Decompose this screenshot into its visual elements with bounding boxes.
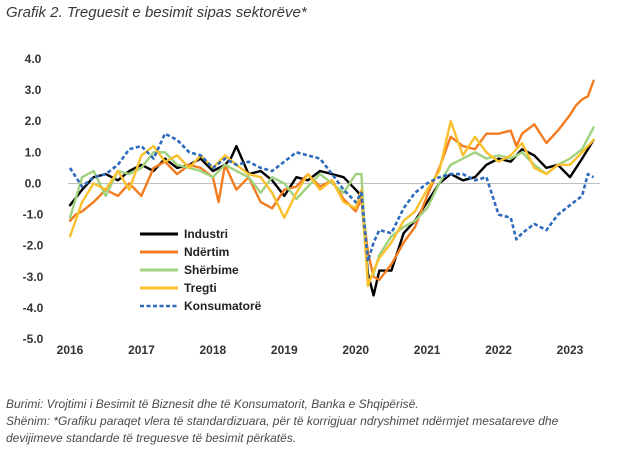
legend-label: Ndërtim bbox=[184, 245, 229, 259]
y-tick-label: -1.0 bbox=[23, 208, 44, 222]
legend-label: Tregti bbox=[184, 281, 217, 295]
y-tick-label: -2.0 bbox=[23, 239, 44, 253]
line-chart: 4.0 3.0 2.0 1.0 0.0 -1.0 -2.0 -3.0 -4.0 -5.0 2016 2… bbox=[23, 52, 600, 357]
series-line-konsumator bbox=[68, 132, 595, 263]
legend-label: Industri bbox=[184, 227, 228, 241]
footer-source: Burimi: Vrojtimi i Besimit të Biznesit d… bbox=[6, 397, 419, 411]
x-tick-label: 2023 bbox=[557, 343, 584, 357]
series-line-industri bbox=[68, 138, 595, 297]
x-tick-label: 2020 bbox=[342, 343, 369, 357]
legend-label: Konsumatorë bbox=[184, 299, 262, 313]
x-tick-label: 2018 bbox=[200, 343, 227, 357]
footer-note: Shënim: *Grafiku paraqet vlera të standa… bbox=[6, 414, 559, 445]
chart-area: 4.0 3.0 2.0 1.0 0.0 -1.0 -2.0 -3.0 -4.0 -5.0 2016 2… bbox=[0, 28, 623, 380]
x-tick-label: 2016 bbox=[57, 343, 84, 357]
legend-label: Shërbime bbox=[184, 263, 239, 277]
y-tick-label: 1.0 bbox=[25, 145, 42, 159]
series-line-shrbime bbox=[68, 126, 595, 285]
y-tick-label: 2.0 bbox=[25, 114, 42, 128]
y-tick-label: -4.0 bbox=[23, 301, 44, 315]
y-tick-label: -3.0 bbox=[23, 270, 44, 284]
x-tick-label: 2022 bbox=[485, 343, 512, 357]
y-tick-label: 3.0 bbox=[25, 83, 42, 97]
y-tick-label: -5.0 bbox=[23, 332, 44, 346]
x-tick-label: 2021 bbox=[414, 343, 441, 357]
series-line-tregti bbox=[68, 120, 595, 288]
x-tick-label: 2019 bbox=[271, 343, 298, 357]
y-tick-label: 0.0 bbox=[25, 176, 42, 190]
figure-title: Grafik 2. Treguesit e besimit sipas sekt… bbox=[6, 4, 307, 21]
x-tick-label: 2017 bbox=[128, 343, 155, 357]
y-tick-label: 4.0 bbox=[25, 52, 42, 66]
